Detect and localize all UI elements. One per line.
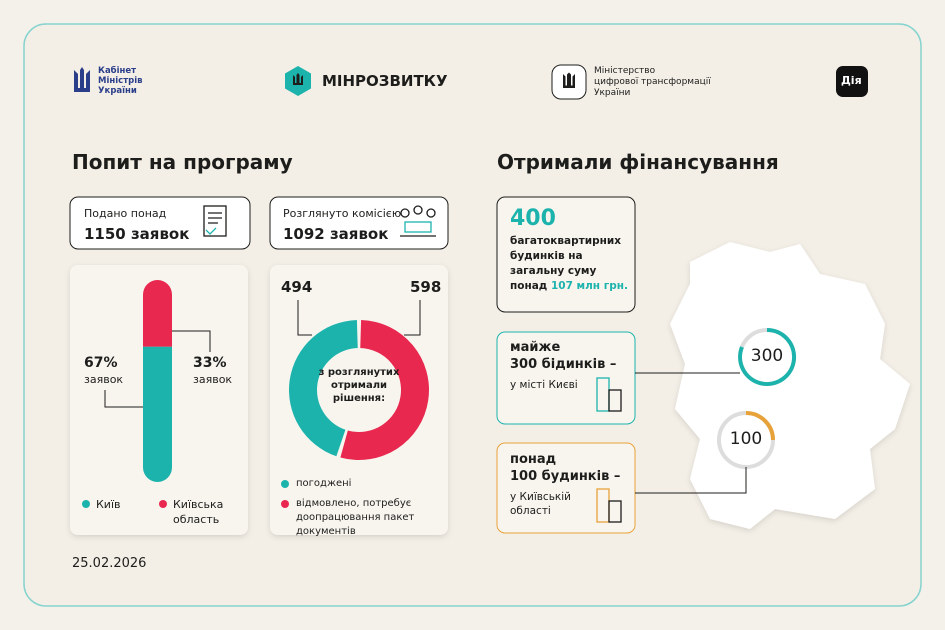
value-label: 67% (84, 355, 118, 371)
stat-value: 400 (510, 206, 556, 231)
stat-box (496, 196, 636, 313)
stat-value: 1092 заявок (283, 225, 389, 243)
stat-value: 1150 заявок (84, 225, 190, 243)
stat-prefix: майже (510, 340, 561, 355)
legend-label: Київ (96, 498, 121, 511)
gauge-arc (745, 411, 775, 441)
bar-segment (143, 346, 172, 482)
logo-text: цифрової трансформації (594, 77, 711, 87)
diia-logo (836, 66, 868, 97)
logo-text: Міністрів (98, 76, 143, 86)
stat-label: Подано понад (84, 207, 167, 220)
document-icon (203, 205, 227, 237)
stat-text: у Київській області (510, 491, 571, 517)
connectors (104, 300, 747, 494)
section-title: Отримали фінансування (497, 150, 779, 174)
logo-text: України (594, 88, 631, 98)
section-title: Попит на програму (72, 150, 293, 174)
date: 25.02.2026 (72, 556, 147, 571)
stat-prefix: понад (510, 452, 557, 467)
stat-box (496, 442, 636, 534)
pie-slice (288, 320, 358, 457)
trident (563, 72, 575, 88)
legend-label: погоджені (296, 478, 352, 489)
gauge-arc (738, 327, 797, 386)
unit-label: заявок (84, 373, 124, 386)
panel (270, 265, 448, 535)
stat-text: багатоквартирних будинків на загальну су… (510, 235, 628, 292)
stat-value: 300 бідинків – (510, 357, 617, 372)
stat-text: у місті Києві (510, 379, 578, 391)
legend-swatch (159, 500, 167, 508)
value-label: 494 (281, 278, 313, 296)
logo-text: Кабінет (98, 66, 137, 76)
logo-text: України (98, 86, 137, 96)
legend-swatch (281, 480, 289, 488)
pie-slice (340, 320, 429, 460)
legend-label: Київська область (173, 498, 224, 526)
unit-label: заявок (193, 373, 233, 386)
stat-value: 100 будинків – (510, 469, 621, 484)
map-label: 100 (729, 429, 763, 449)
building-icon (596, 488, 622, 523)
logo-text: МІНРОЗВИТКУ (322, 72, 448, 90)
bar-segment (143, 280, 172, 347)
center-text: з розглянутих отримали рішення: (318, 367, 400, 404)
value-label: 598 (410, 278, 442, 296)
committee-icon (400, 205, 436, 237)
map-label: 300 (750, 346, 784, 366)
legend-label: відмовлено, потребує доопрацювання пакет… (296, 498, 415, 537)
building-icon (596, 377, 622, 412)
logo-text: Міністерство (594, 66, 656, 76)
value-label: 33% (193, 355, 227, 371)
logo-text: Дія (841, 74, 862, 87)
legend-swatch (281, 500, 289, 508)
stat-box (496, 331, 636, 425)
legend-swatch (82, 500, 90, 508)
amount: 107 млн грн. (550, 280, 628, 292)
cabinet-logo (74, 67, 90, 92)
stat-label: Розглянуто комісією (283, 207, 402, 220)
trident (293, 73, 303, 85)
